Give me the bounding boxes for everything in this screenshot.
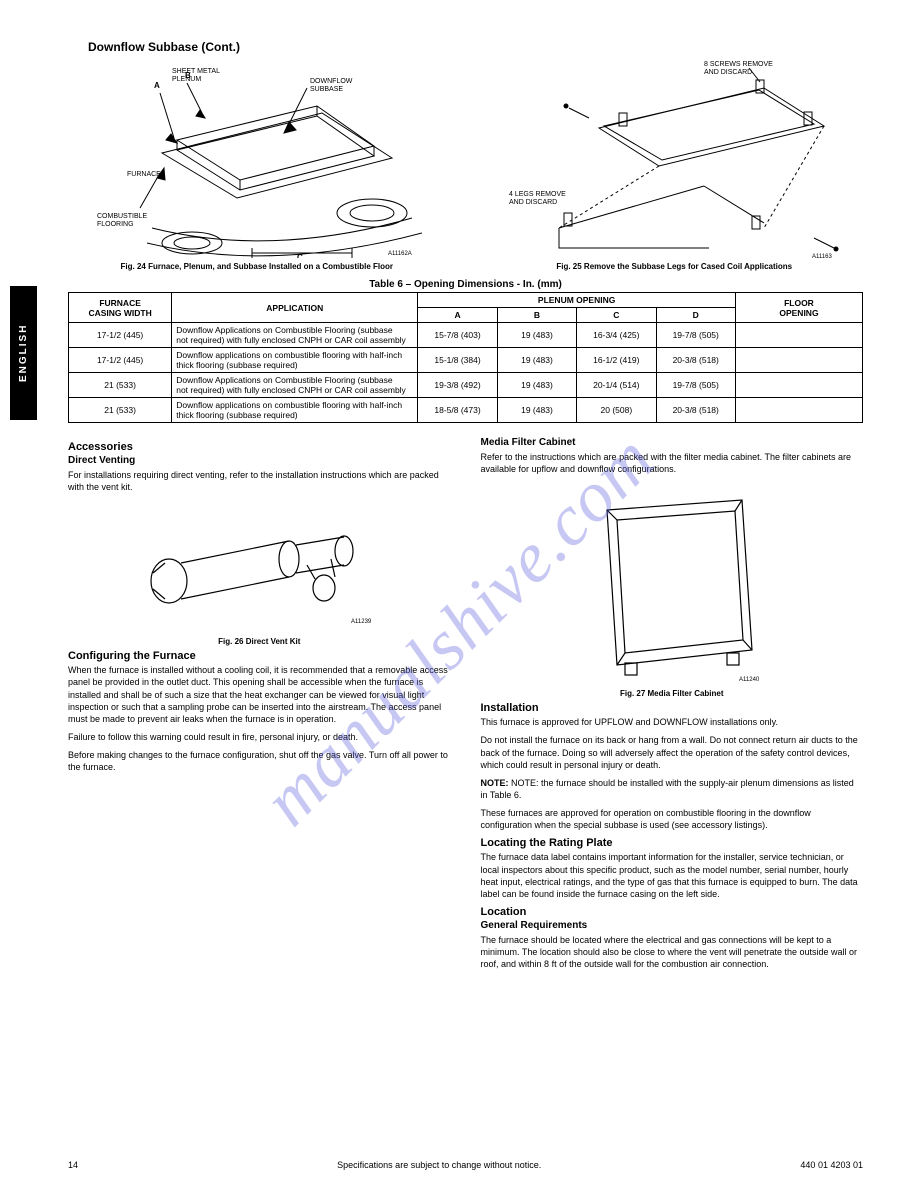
left-column: Accessories Direct Venting For installat… [68, 437, 451, 976]
config-p2: Failure to follow this warning could res… [68, 731, 451, 743]
svg-text:AND DISCARD: AND DISCARD [509, 199, 557, 206]
fig-24-block: SHEET METAL PLENUM DOWNFLOW SUBBASE COMB… [68, 58, 446, 271]
top-figures-row: SHEET METAL PLENUM DOWNFLOW SUBBASE COMB… [68, 58, 863, 271]
dimensions-table: FURNACECASING WIDTH APPLICATION PLENUM O… [68, 292, 863, 423]
table-row: 17-1/2 (445)Downflow applications on com… [69, 348, 863, 373]
accessories-heading: Accessories [68, 441, 451, 453]
fig-26-block: A11239 Fig. 26 Direct Vent Kit [68, 503, 451, 646]
location-heading: Location [481, 906, 864, 918]
fig-25-block: 8 SCREWS REMOVE AND DISCARD 4 LEGS REMOV… [486, 58, 864, 271]
fig-25-svg: 8 SCREWS REMOVE AND DISCARD 4 LEGS REMOV… [504, 58, 844, 258]
english-tab: ENGLISH [10, 286, 37, 420]
installation-p3: NOTE: NOTE: the furnace should be instal… [481, 777, 864, 801]
dim-a: A [154, 81, 160, 90]
label-legs: 4 LEGS REMOVE [509, 191, 566, 198]
label-furnace: FURNACE [127, 171, 161, 178]
rating-text: The furnace data label contains importan… [481, 851, 864, 900]
table-row: 21 (533)Downflow Applications on Combust… [69, 373, 863, 398]
label-subbase: DOWNFLOW [310, 78, 353, 85]
page-footer: 14 Specifications are subject to change … [68, 1160, 863, 1170]
config-heading: Configuring the Furnace [68, 650, 451, 662]
direct-venting-heading: Direct Venting [68, 455, 451, 466]
th-c: C [577, 308, 656, 323]
config-p1: When the furnace is installed without a … [68, 664, 451, 725]
installation-heading: Installation [481, 702, 864, 714]
table-caption: Table 6 – Opening Dimensions - In. (mm) [68, 279, 863, 290]
location-text: The furnace should be located where the … [481, 934, 864, 970]
th-a: A [418, 308, 497, 323]
table-row: 21 (533)Downflow applications on combust… [69, 398, 863, 423]
two-column-body: Accessories Direct Venting For installat… [68, 437, 863, 976]
general-req-heading: General Requirements [481, 920, 864, 931]
th-application: APPLICATION [172, 293, 418, 323]
th-floor: FLOOROPENING [735, 293, 862, 323]
rating-heading: Locating the Rating Plate [481, 837, 864, 849]
th-plenum: PLENUM OPENING [418, 293, 736, 308]
dim-c: C [297, 253, 303, 258]
label-plenum: SHEET METAL [172, 68, 220, 75]
fig-27-caption: Fig. 27 Media Filter Cabinet [481, 689, 864, 698]
doc-number: 440 01 4203 01 [800, 1160, 863, 1170]
fig-27-svg: A11240 [567, 485, 777, 685]
svg-text:SUBBASE: SUBBASE [310, 86, 343, 93]
config-p3: Before making changes to the furnace con… [68, 749, 451, 773]
fig-25-caption: Fig. 25 Remove the Subbase Legs for Case… [486, 262, 864, 271]
page-number: 14 [68, 1160, 78, 1170]
label-floor: COMBUSTIBLE [97, 213, 148, 220]
fig-24-caption: Fig. 24 Furnace, Plenum, and Subbase Ins… [68, 262, 446, 271]
media-filter-heading: Media Filter Cabinet [481, 437, 864, 448]
venting-text: For installations requiring direct venti… [68, 469, 451, 493]
fig-27-block: A11240 Fig. 27 Media Filter Cabinet [481, 485, 864, 698]
fig26-code: A11239 [351, 619, 372, 625]
page-title: Downflow Subbase (Cont.) [88, 40, 863, 54]
fig24-code: A11162A [388, 251, 412, 257]
footer-note: Specifications are subject to change wit… [337, 1160, 541, 1170]
th-d: D [656, 308, 735, 323]
th-casing: FURNACECASING WIDTH [69, 293, 172, 323]
fig27-code: A11240 [739, 677, 760, 683]
th-b: B [497, 308, 576, 323]
svg-text:FLOORING: FLOORING [97, 221, 134, 228]
svg-text:AND DISCARD: AND DISCARD [704, 69, 752, 76]
fig-26-svg: A11239 [129, 503, 389, 633]
installation-p1: This furnace is approved for UPFLOW and … [481, 716, 864, 728]
right-column: Media Filter Cabinet Refer to the instru… [481, 437, 864, 976]
label-screws: 8 SCREWS REMOVE [704, 61, 773, 68]
dim-b: B [185, 71, 191, 80]
installation-p2: Do not install the furnace on its back o… [481, 734, 864, 770]
table-row: 17-1/2 (445)Downflow Applications on Com… [69, 323, 863, 348]
fig-24-svg: SHEET METAL PLENUM DOWNFLOW SUBBASE COMB… [92, 58, 422, 258]
fig25-code: A11163 [812, 254, 832, 258]
installation-p4: These furnaces are approved for operatio… [481, 807, 864, 831]
fig-26-caption: Fig. 26 Direct Vent Kit [68, 637, 451, 646]
media-filter-text: Refer to the instructions which are pack… [481, 451, 864, 475]
